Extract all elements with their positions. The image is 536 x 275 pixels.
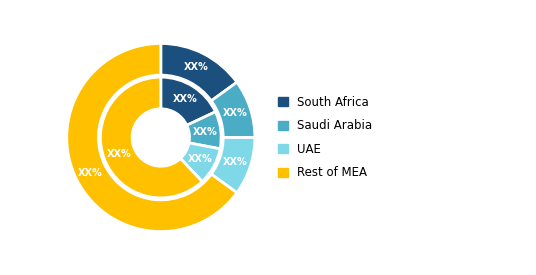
Wedge shape [211,82,255,138]
Text: XX%: XX% [173,95,197,104]
Wedge shape [187,112,221,149]
Wedge shape [211,138,255,193]
Wedge shape [181,143,220,182]
Legend: South Africa, Saudi Arabia, UAE, Rest of MEA: South Africa, Saudi Arabia, UAE, Rest of… [278,96,372,180]
Wedge shape [67,43,237,232]
Text: XX%: XX% [224,157,248,167]
Text: XX%: XX% [107,149,131,159]
Text: XX%: XX% [78,168,103,178]
Wedge shape [161,43,237,101]
Text: XX%: XX% [188,154,213,164]
Wedge shape [161,77,215,125]
Text: XX%: XX% [193,127,218,137]
Text: XX%: XX% [184,62,209,72]
Text: XX%: XX% [224,108,248,118]
Wedge shape [100,77,202,198]
